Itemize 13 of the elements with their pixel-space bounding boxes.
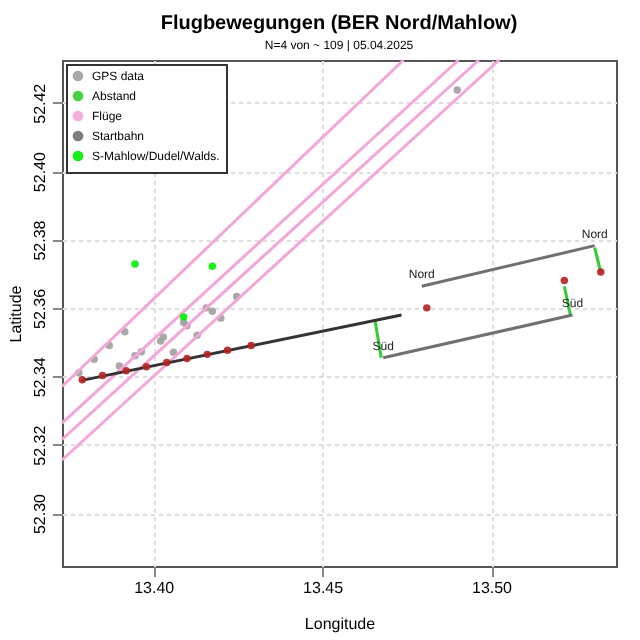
y-tick-label: 52.30 (31, 492, 49, 535)
y-tick-label: 52.42 (31, 82, 49, 124)
y-tick-label: 52.36 (31, 287, 49, 329)
chart-title: Flugbewegungen (BER Nord/Mahlow) (160, 12, 518, 35)
x-tick-label: 13.40 (134, 579, 176, 597)
x-tick-label: 13.50 (471, 579, 514, 597)
y-tick-label: 52.34 (31, 356, 49, 398)
x-axis-title: Longitude (304, 615, 377, 633)
y-axis-title: Latitude (7, 284, 25, 343)
y-tick-label: 52.40 (31, 151, 49, 193)
y-tick-label: 52.38 (31, 219, 49, 261)
y-tick-label: 52.32 (31, 424, 49, 466)
x-tick-label: 13.45 (303, 579, 345, 597)
